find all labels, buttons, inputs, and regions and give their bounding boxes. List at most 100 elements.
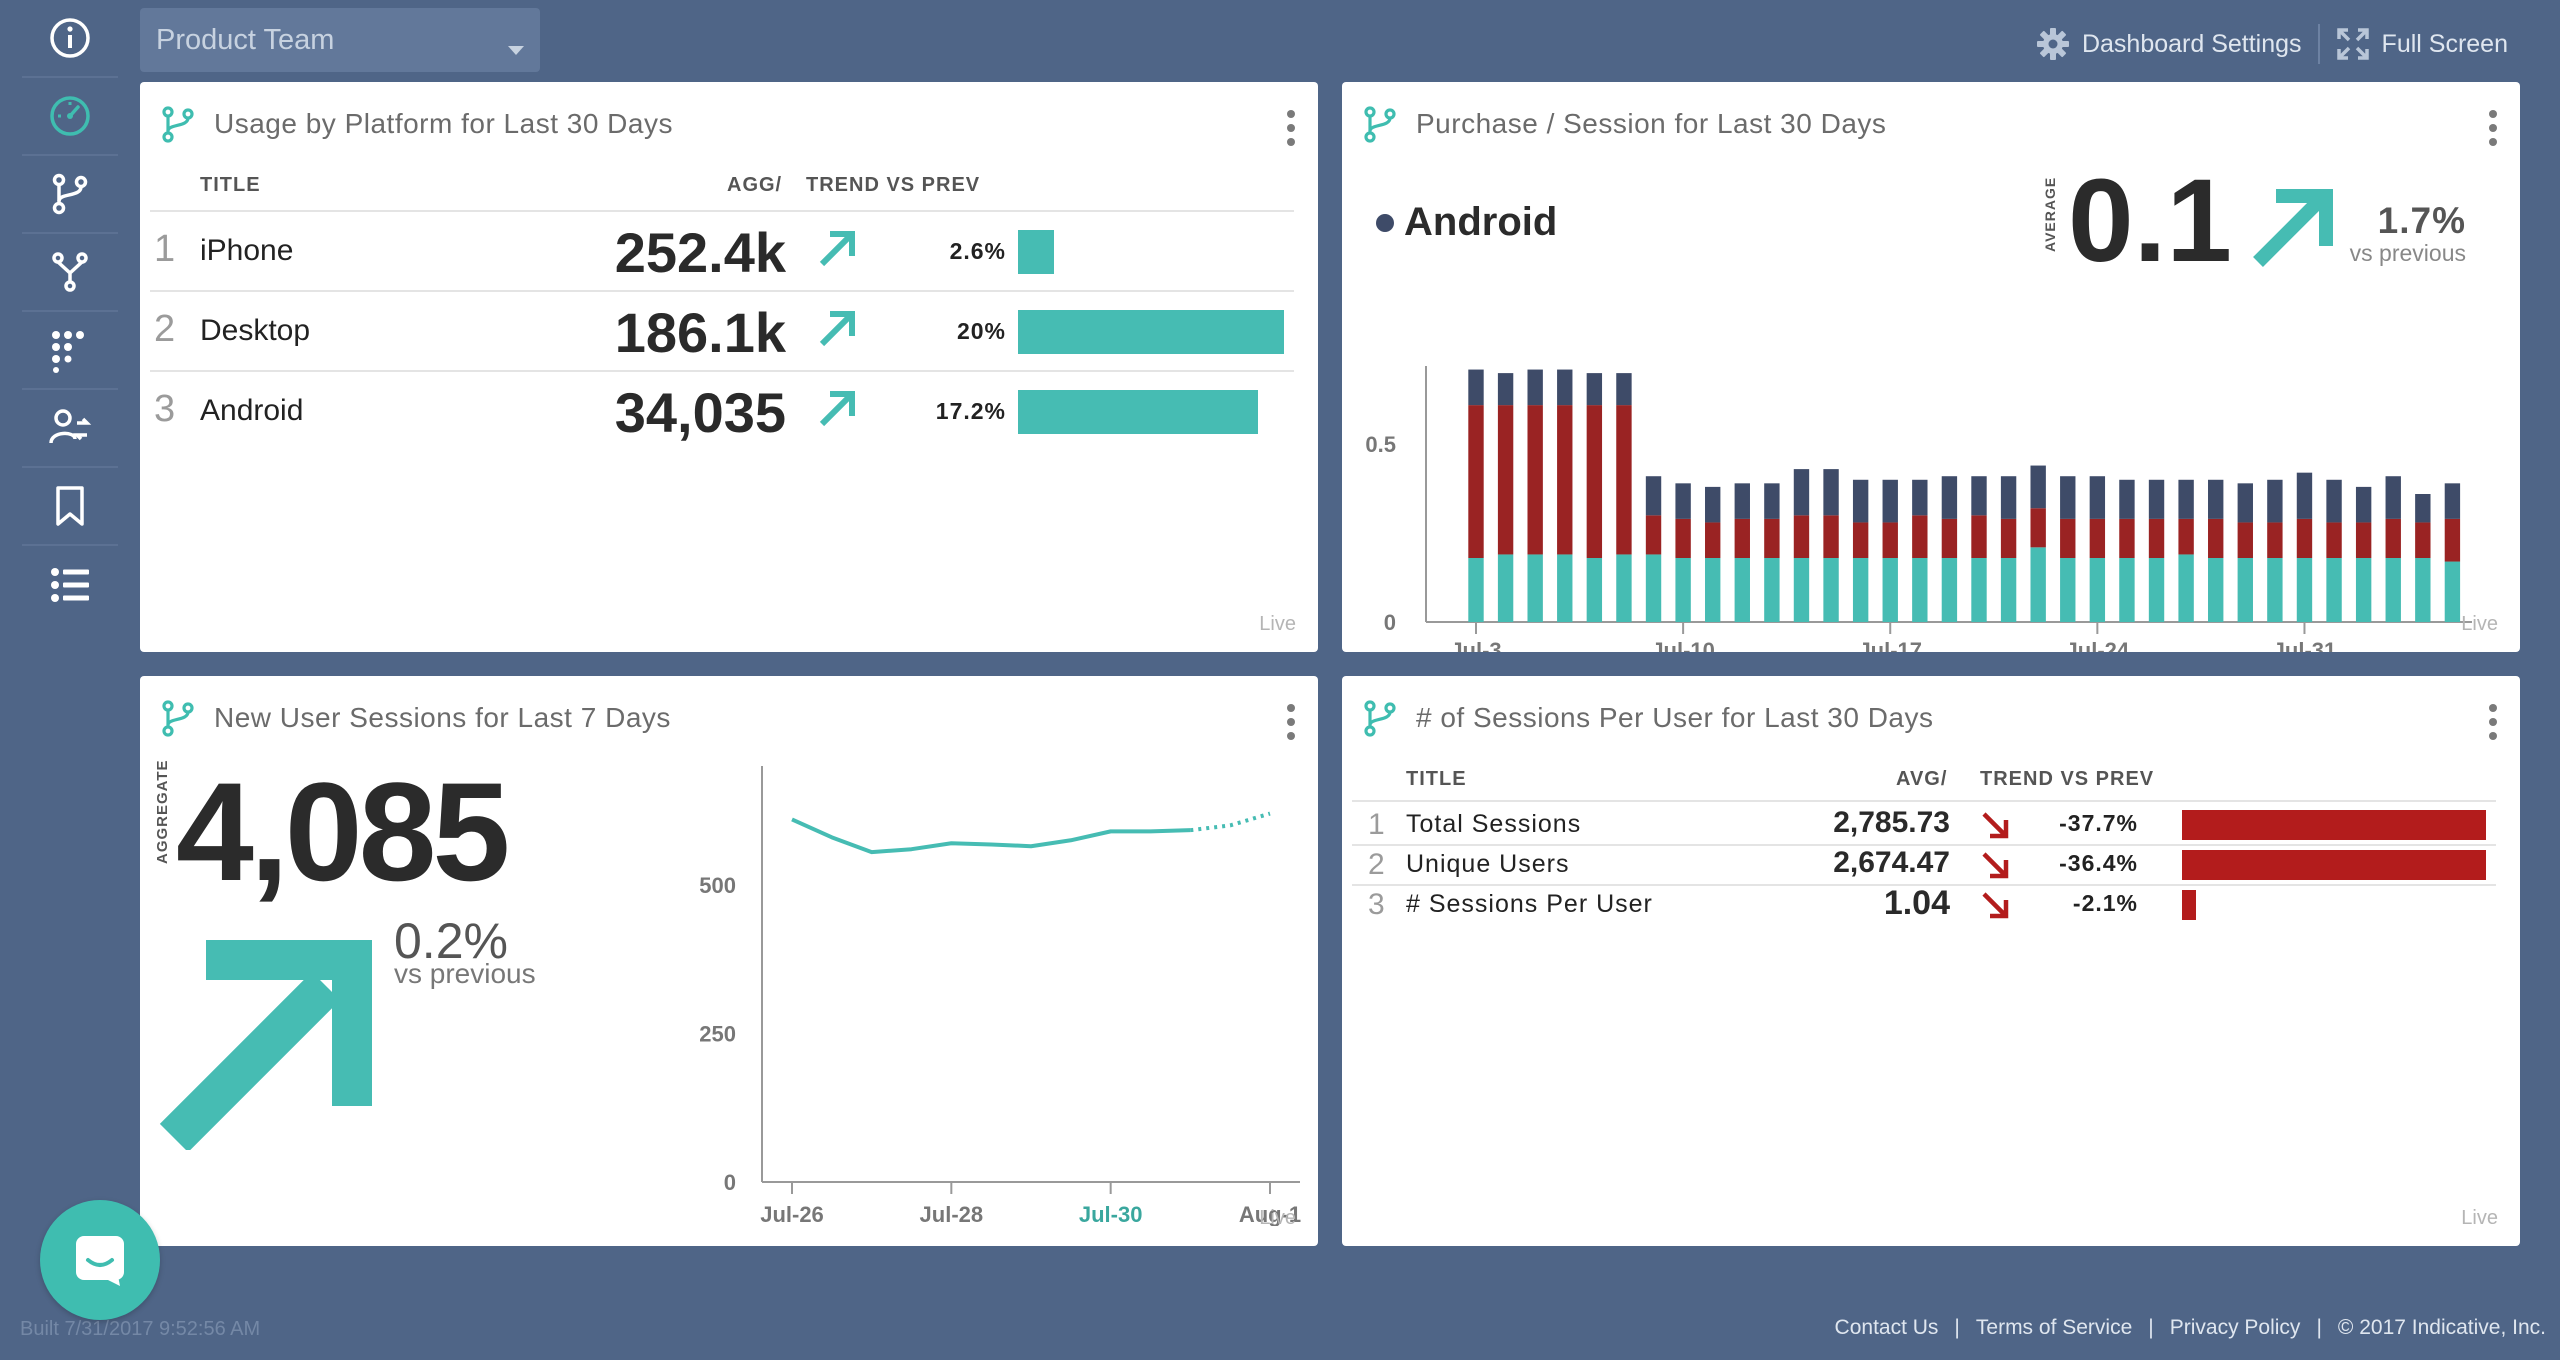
x-tick-label: Jul-10 [1651, 638, 1715, 652]
bar-segment [1645, 515, 1662, 555]
bar-segment [2208, 518, 2224, 558]
bar-segment [1705, 486, 1721, 523]
dashboard-settings-button[interactable]: Dashboard Settings [2020, 27, 2318, 61]
y-tick-label: 500 [700, 873, 736, 898]
bar-segment [2030, 465, 2046, 509]
info-icon[interactable] [22, 0, 118, 78]
trend-up-arrow-icon [159, 940, 372, 1150]
row-change: -37.7% [2059, 810, 2138, 836]
trend-up-arrow-icon [819, 391, 855, 427]
trend-up-arrow-icon [2253, 189, 2333, 267]
widget-usage-by-platform: Usage by Platform for Last 30 Days TITLE… [140, 82, 1318, 652]
row-value: 2,674.47 [1833, 846, 1950, 879]
row-title[interactable]: # Sessions Per User [1406, 890, 1653, 918]
bar-segment [2148, 558, 2165, 622]
dashboard-gauge-icon[interactable] [22, 78, 118, 156]
column-header-agg: AGG/ [727, 174, 783, 196]
bar-segment [1793, 558, 1810, 622]
bar-segment [1734, 483, 1750, 519]
average-label: AVERAGE [2042, 176, 2058, 252]
row-value: 186.1k [614, 301, 786, 364]
funnel-icon[interactable] [22, 234, 118, 312]
row-title[interactable]: Android [200, 394, 304, 427]
row-change: -36.4% [2059, 850, 2138, 876]
x-tick-label: Jul-26 [760, 1202, 824, 1226]
bar-segment [2237, 522, 2253, 558]
terms-link[interactable]: Terms of Service [1975, 1316, 2133, 1339]
widget-title[interactable]: Purchase / Session for Last 30 Days [1416, 108, 1887, 139]
bar-segment [1675, 483, 1691, 519]
bar-segment [1882, 558, 1898, 622]
dashboard-settings-label: Dashboard Settings [2081, 29, 2302, 58]
bar-segment [1734, 558, 1750, 622]
bar-segment [1497, 405, 1514, 555]
y-tick-label: 0 [724, 1170, 736, 1195]
row-title[interactable]: Desktop [200, 314, 311, 347]
widget-menu-button[interactable] [2488, 704, 2498, 740]
privacy-link[interactable]: Privacy Policy [2169, 1316, 2301, 1339]
widget-menu-button[interactable] [1286, 110, 1296, 146]
row-title[interactable]: iPhone [200, 234, 294, 267]
bar-segment [1793, 469, 1810, 516]
bar-segment [2326, 558, 2342, 622]
bar-segment [1616, 554, 1632, 622]
bar-segment [1912, 515, 1928, 558]
bar-segment [1941, 558, 1958, 622]
bar-segment [1823, 558, 1839, 622]
series-line [791, 817, 1191, 855]
bar-segment [2000, 558, 2017, 622]
column-header-title: TITLE [1406, 768, 1467, 790]
vs-previous-label: vs previous [394, 958, 536, 989]
widget-header: New User Sessions for Last 7 Days [158, 698, 671, 738]
bar-segment [1912, 479, 1928, 516]
full-screen-button[interactable]: Full Screen [2320, 27, 2524, 61]
bar-segment [1557, 405, 1573, 555]
bar-segment [2444, 561, 2461, 622]
table-divider [150, 210, 1294, 212]
user-journey-icon[interactable] [22, 390, 118, 468]
bar-segment [1527, 554, 1543, 622]
contact-link[interactable]: Contact Us [1834, 1316, 1939, 1339]
widget-title[interactable]: New User Sessions for Last 7 Days [214, 702, 671, 733]
bar-segment [1645, 476, 1662, 516]
bar-segment [1616, 405, 1632, 555]
row-bar [1018, 310, 1284, 354]
bar-segment [1705, 522, 1721, 558]
team-selector[interactable]: Product Team [140, 8, 540, 72]
gear-icon [2036, 28, 2069, 60]
bookmark-icon[interactable] [22, 468, 118, 546]
x-tick-label: Jul-31 [2273, 638, 2337, 652]
segmentation-branch-icon[interactable] [22, 156, 118, 234]
row-index: 1 [154, 228, 176, 270]
bar-segment [2208, 558, 2224, 622]
bar-segment [2119, 518, 2135, 558]
x-tick-label: Jul-17 [1858, 638, 1922, 652]
build-timestamp: Built 7/31/2017 9:52:56 AM [20, 1318, 261, 1340]
bar-segment [2267, 522, 2283, 558]
chat-launcher-button[interactable] [40, 1200, 160, 1320]
footer-links: Contact Us | Terms of Service | Privacy … [1835, 1316, 2546, 1340]
widget-sessions-per-user: # of Sessions Per User for Last 30 Days … [1342, 676, 2520, 1246]
live-indicator: Live [1259, 1207, 1296, 1229]
copyright-text: © 2017 Indicative, Inc. [2337, 1316, 2546, 1339]
bar-segment [2030, 508, 2046, 548]
widget-header: # of Sessions Per User for Last 30 Days [1360, 698, 1934, 738]
x-tick-label: Aug-1 [1239, 1202, 1301, 1226]
widget-menu-button[interactable] [2488, 110, 2498, 146]
widget-menu-button[interactable] [1286, 704, 1296, 740]
bar-segment [2060, 558, 2076, 622]
list-icon[interactable] [22, 546, 118, 624]
vs-previous-label: vs previous [2349, 240, 2466, 266]
bar-segment [2385, 518, 2401, 558]
row-title[interactable]: Total Sessions [1406, 810, 1582, 838]
live-indicator: Live [1259, 613, 1296, 635]
bar-segment [1793, 515, 1810, 558]
cohort-dots-icon[interactable] [22, 312, 118, 390]
bar-segment [1527, 369, 1543, 406]
row-value: 1.04 [1883, 884, 1950, 922]
widget-title[interactable]: Usage by Platform for Last 30 Days [214, 108, 673, 139]
bar-segment [1616, 373, 1632, 406]
bar-segment [1882, 479, 1898, 523]
widget-title[interactable]: # of Sessions Per User for Last 30 Days [1416, 702, 1934, 733]
row-title[interactable]: Unique Users [1406, 850, 1570, 878]
